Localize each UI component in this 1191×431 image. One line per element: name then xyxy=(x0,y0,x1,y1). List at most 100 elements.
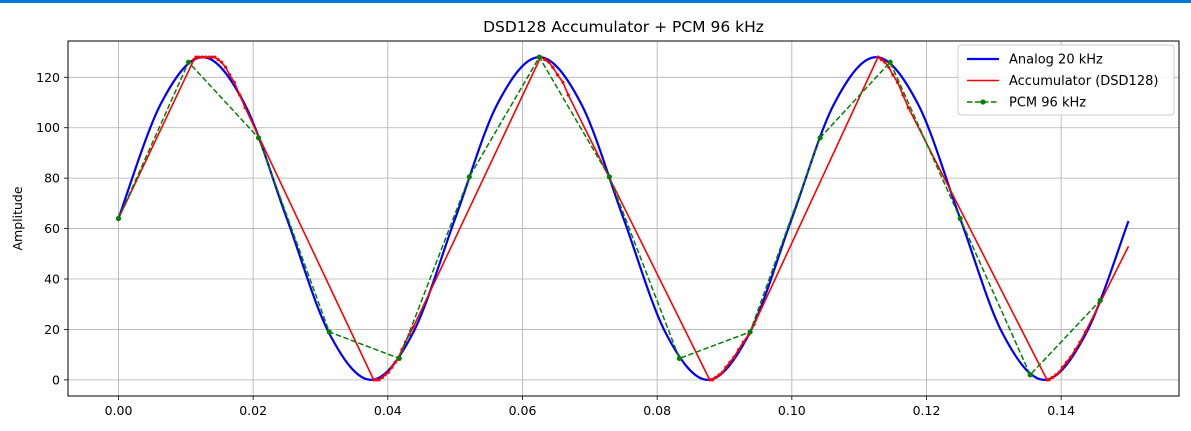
accumulator-point xyxy=(383,373,387,377)
pcm-sample-point xyxy=(957,215,963,222)
accumulator-point xyxy=(243,105,247,110)
accumulator-point xyxy=(377,378,381,382)
accumulator-point xyxy=(724,365,728,369)
accumulator-point xyxy=(891,73,895,77)
accumulator-point xyxy=(741,340,745,344)
chart-title: DSD128 Accumulator + PCM 96 kHz xyxy=(483,18,764,36)
accumulator-point xyxy=(717,373,721,377)
pcm-sample-point xyxy=(185,59,192,65)
y-tick-label: 120 xyxy=(36,70,60,85)
accumulator-point xyxy=(372,378,376,382)
accumulator-point xyxy=(561,80,565,84)
accumulator-point xyxy=(1047,378,1051,382)
accumulator-point xyxy=(390,365,394,369)
accumulator-point xyxy=(737,348,741,352)
accumulator-point xyxy=(232,80,236,84)
x-tick-label: 0.02 xyxy=(239,403,267,418)
accumulator-point xyxy=(1050,375,1055,379)
accumulator-point xyxy=(228,73,232,77)
accumulator-point xyxy=(194,55,198,59)
y-tick-label: 80 xyxy=(44,171,60,186)
accumulator-point xyxy=(879,58,883,62)
accumulator-point xyxy=(708,378,712,382)
legend-label: Accumulator (DSD128) xyxy=(1009,74,1158,89)
accumulator-point xyxy=(386,370,391,374)
accumulator-point xyxy=(710,378,714,382)
accumulator-point xyxy=(197,55,201,59)
accumulator-point xyxy=(887,65,891,69)
accumulator-point xyxy=(393,360,397,364)
accumulator-point xyxy=(714,375,718,379)
accumulator-point xyxy=(223,65,228,69)
plot-area xyxy=(115,54,1130,382)
pcm-sample-point xyxy=(817,135,823,141)
accumulator-point xyxy=(207,55,211,59)
y-tick-label: 20 xyxy=(44,322,60,337)
accumulator-point xyxy=(203,55,207,59)
pcm-sample-point xyxy=(1027,372,1033,378)
pcm-sample-point xyxy=(396,355,402,362)
pcm-sample-point xyxy=(536,54,542,60)
accumulator-point xyxy=(1068,355,1073,359)
plot-frame xyxy=(67,40,1180,397)
legend-label: Analog 20 kHz xyxy=(1009,53,1103,68)
accumulator-point xyxy=(210,55,214,59)
y-tick-label: 100 xyxy=(36,120,60,135)
pcm-sample-point xyxy=(606,174,612,180)
accumulator-point xyxy=(216,58,220,62)
pcm-sample-point xyxy=(466,174,472,180)
accumulator-point xyxy=(732,355,736,359)
accumulator-point xyxy=(374,378,378,382)
accumulator-point xyxy=(720,370,725,374)
accumulator-point xyxy=(1060,365,1065,369)
accumulator-point xyxy=(551,65,555,69)
x-tick-label: 0.12 xyxy=(913,403,941,418)
accumulator-point xyxy=(200,55,204,59)
y-axis-label: Amplitude xyxy=(10,186,25,250)
accumulator-point xyxy=(1073,348,1077,352)
pcm-sample-point xyxy=(887,59,893,65)
accumulator-point xyxy=(728,360,732,364)
accumulator-point xyxy=(411,325,416,329)
accumulator-point xyxy=(1057,370,1061,374)
pcm-sample-point xyxy=(747,329,753,335)
x-tick-label: 0.04 xyxy=(374,403,402,418)
accumulator-point xyxy=(238,93,242,97)
x-axis: 0.00 0.02 0.04 0.06 0.08 0.10 0.12 0.14 xyxy=(105,396,1075,418)
y-tick-label: 60 xyxy=(44,221,60,236)
x-tick-label: 0.06 xyxy=(509,403,537,418)
y-axis: 0 20 40 60 80 100 120 xyxy=(36,70,68,387)
legend-label: PCM 96 kHz xyxy=(1009,96,1086,111)
y-tick-label: 40 xyxy=(44,272,60,287)
accumulator-point xyxy=(543,58,547,62)
series-line-pcm xyxy=(117,55,1101,377)
accumulator-point xyxy=(1083,330,1088,334)
accumulator-point xyxy=(219,60,224,64)
accumulator-point xyxy=(1078,340,1082,344)
x-tick-label: 0.10 xyxy=(778,403,806,418)
accumulator-point xyxy=(876,55,880,59)
legend-marker xyxy=(980,99,986,105)
accumulator-point xyxy=(192,58,196,62)
accumulator-point xyxy=(547,60,551,64)
x-tick-label: 0.14 xyxy=(1047,403,1075,418)
accumulator-point xyxy=(883,60,887,64)
legend: Analog 20 kHz Accumulator (DSD128) PCM 96 … xyxy=(957,44,1175,116)
accumulator-point xyxy=(380,375,385,379)
accumulator-point xyxy=(555,73,560,77)
grid xyxy=(68,41,1179,396)
pcm-sample-point xyxy=(676,355,682,362)
x-tick-label: 0.08 xyxy=(643,403,671,418)
y-tick-label: 0 xyxy=(52,372,60,387)
accumulator-point xyxy=(906,105,910,110)
pcm-sample-point xyxy=(255,135,262,141)
accumulator-point xyxy=(1064,360,1069,364)
legend-box xyxy=(957,44,1175,116)
accumulator-point xyxy=(566,93,570,97)
x-tick-label: 0.00 xyxy=(105,403,133,418)
window-accent-bar xyxy=(0,0,1191,3)
pcm-sample-point xyxy=(326,329,332,335)
pcm-sample-point xyxy=(1097,297,1103,304)
pcm-sample-point xyxy=(115,215,122,222)
